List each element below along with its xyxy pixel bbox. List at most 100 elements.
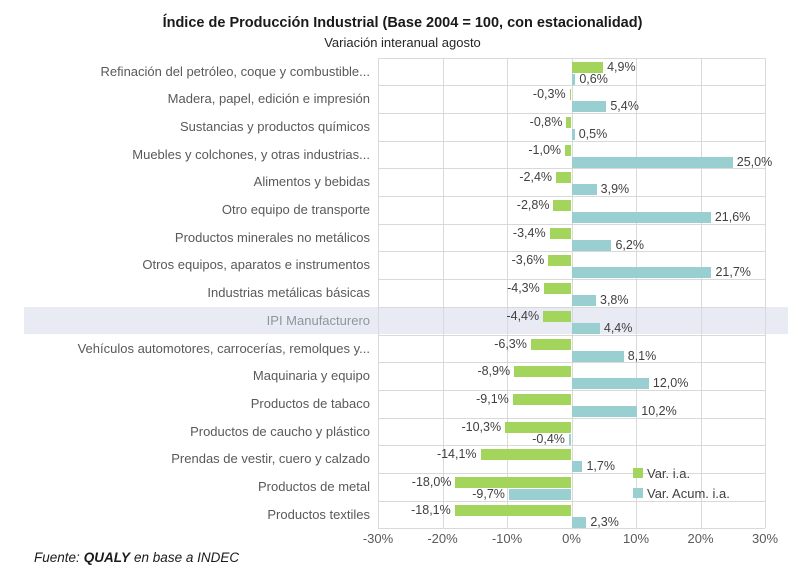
bar-value-label: -9,7%: [472, 487, 505, 501]
bar-var-acum-ia: [571, 461, 583, 473]
bar-var-acum-ia: [571, 239, 612, 251]
bar-value-label: 5,4%: [610, 99, 639, 114]
bar-var-acum-ia: [571, 128, 575, 140]
category-label: Productos minerales no metálicos: [174, 229, 370, 245]
x-axis-tick-label: 20%: [687, 531, 714, 546]
gridline-horizontal: [378, 528, 765, 530]
bar-var-ia: [455, 477, 572, 488]
bar-var-ia: [480, 449, 572, 461]
bar-value-label: 21,7%: [715, 265, 751, 280]
legend-label: Var. i.a.: [647, 465, 691, 481]
x-axis-tick-label: -10%: [491, 531, 523, 546]
category-label: Madera, papel, edición e impresión: [167, 91, 370, 107]
bar-value-label: -18,1%: [411, 502, 451, 517]
gridline-vertical: [765, 57, 766, 529]
bar-value-label: -2,4%: [519, 170, 553, 185]
bar-var-ia: [543, 283, 572, 295]
bar-var-ia: [549, 227, 572, 239]
bar-var-ia: [514, 366, 572, 378]
category-label: Prendas de vestir, cuero y calzado: [171, 451, 370, 467]
bar-var-acum-ia: [571, 516, 587, 528]
category-label: Otro equipo de transporte: [221, 202, 370, 217]
category-label: Productos textiles: [267, 506, 370, 522]
bar-value-label: 25,0%: [736, 154, 773, 169]
category-label: Productos de tabaco: [250, 395, 370, 411]
bar-value-label: 21,6%: [714, 210, 751, 224]
gridline-horizontal: [378, 417, 765, 419]
source-suffix: en base a INDEC: [134, 550, 240, 565]
gridline-horizontal: [378, 389, 765, 391]
highlight-row-band: [24, 306, 788, 335]
category-label: Productos de metal: [257, 479, 370, 494]
gridline-vertical: [571, 57, 573, 529]
bar-var-ia: [505, 421, 572, 433]
bar-value-label: -14,1%: [436, 447, 477, 462]
gridline-horizontal: [378, 57, 765, 59]
source-note: Fuente: QUALY en base a INDEC: [34, 550, 243, 565]
category-label: Industrias metálicas básicas: [207, 285, 370, 301]
gridline-horizontal: [378, 362, 765, 364]
bar-value-label: 2,3%: [590, 514, 619, 529]
gridline-horizontal: [378, 279, 765, 281]
bar-value-label: -2,8%: [516, 198, 550, 212]
gridline-horizontal: [378, 140, 765, 142]
category-label: Maquinaria y equipo: [252, 368, 370, 384]
bar-var-acum-ia: [571, 267, 712, 279]
category-label: IPI Manufacturero: [266, 312, 370, 328]
gridline-horizontal: [378, 306, 765, 308]
gridline-vertical: [378, 57, 379, 529]
legend-swatch-icon: [633, 488, 643, 498]
bar-var-acum-ia: [571, 73, 576, 85]
bar-value-label: -8,9%: [477, 364, 511, 379]
gridline-horizontal: [378, 473, 765, 474]
bar-var-ia: [569, 89, 572, 101]
source-prefix: Fuente:: [34, 550, 80, 565]
gridline-horizontal: [378, 168, 765, 170]
bar-value-label: 10,2%: [641, 403, 677, 418]
chart-title: Índice de Producción Industrial (Base 20…: [162, 15, 643, 31]
legend: Var. i.a. Var. Acum. i.a.: [633, 463, 730, 503]
x-axis-tick-label: -30%: [362, 531, 394, 546]
bar-value-label: 4,4%: [603, 320, 633, 335]
bar-value-label: 3,8%: [600, 293, 629, 308]
bar-value-label: 12,0%: [652, 376, 689, 391]
category-label: Sustancias y productos químicos: [179, 118, 370, 134]
bar-var-ia: [556, 172, 572, 184]
bar-value-label: -1,0%: [528, 142, 562, 157]
category-label: Productos de caucho y plástico: [190, 423, 370, 439]
gridline-horizontal: [378, 196, 765, 197]
bar-var-acum-ia: [571, 212, 711, 223]
bar-var-ia: [512, 393, 572, 405]
bar-var-ia: [565, 144, 572, 156]
bar-var-acum-ia: [568, 433, 572, 445]
bar-var-acum-ia: [571, 156, 733, 168]
category-label: Alimentos y bebidas: [253, 174, 370, 190]
bar-var-acum-ia: [571, 350, 624, 362]
gridline-vertical: [507, 57, 508, 529]
bar-var-acum-ia: [508, 489, 572, 500]
gridline-horizontal: [378, 500, 765, 502]
gridline-horizontal: [378, 85, 765, 87]
bar-value-label: -18,0%: [411, 475, 452, 489]
category-label: Otros equipos, aparatos e instrumentos: [142, 257, 370, 273]
gridline-vertical: [700, 57, 702, 529]
bar-value-label: -0,4%: [532, 431, 565, 446]
legend-swatch-icon: [633, 468, 643, 478]
bar-value-label: -4,3%: [507, 281, 540, 296]
bar-value-label: -0,3%: [532, 87, 566, 102]
chart-subtitle: Variación interanual agosto: [324, 35, 481, 50]
category-label: Refinación del petróleo, coque y combust…: [100, 63, 370, 79]
bar-var-acum-ia: [571, 101, 607, 113]
bar-value-label: -10,3%: [461, 419, 502, 434]
gridline-horizontal: [378, 223, 765, 225]
category-label: Vehículos automotores, carrocerías, remo…: [77, 340, 370, 356]
source-brand: QUALY: [83, 550, 131, 565]
gridline-vertical: [636, 57, 637, 529]
bar-value-label: 8,1%: [627, 348, 657, 363]
bar-var-ia: [543, 310, 572, 322]
gridline-horizontal: [378, 334, 765, 336]
bar-value-label: 0,6%: [579, 71, 608, 86]
category-label: Muebles y colchones, y otras industrias.…: [132, 146, 370, 162]
bar-var-acum-ia: [571, 184, 597, 196]
